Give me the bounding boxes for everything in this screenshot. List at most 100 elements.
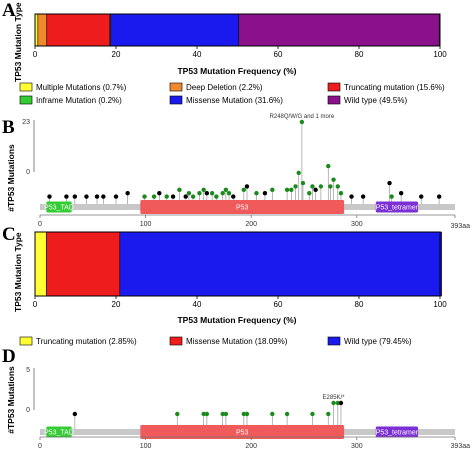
paneld-tick-label-0: 0 <box>38 443 42 450</box>
panel-b-length-label: 393aa <box>451 223 471 230</box>
panelc-tick-label-4: 80 <box>355 300 364 309</box>
panelb-point-26 <box>241 187 247 193</box>
panel-b-ymax-label: 23 <box>22 119 30 126</box>
panelb-point-24 <box>226 191 232 196</box>
panelb-domain-label-1: P53 <box>236 205 249 212</box>
panelb-point-28 <box>254 191 259 196</box>
panelb-point-8 <box>142 194 147 199</box>
panela-legend-label-0: Multiple Mutations (0.7%) <box>36 83 127 92</box>
panelc-tick-label-5: 100 <box>433 300 447 309</box>
panelc-legend-swatch-1 <box>169 336 183 346</box>
panelb-point-51 <box>419 194 424 199</box>
panel-a-bars <box>34 13 440 47</box>
panela-legend-label-4: Missense Mutation (31.6%) <box>186 96 283 105</box>
panelb-point-37 <box>307 191 312 196</box>
panel-b-protein-track: P53_TAD P53 P53_tetramer <box>40 200 455 214</box>
panelb-point-50 <box>398 191 404 196</box>
paneld-point-14 <box>338 400 344 406</box>
paneld-tick-label-3: 300 <box>351 443 363 450</box>
paneld-point-6 <box>241 411 247 417</box>
panel-c-bars <box>34 231 442 297</box>
panelb-point-19 <box>204 191 210 196</box>
paneld-point-2 <box>201 411 206 417</box>
panelb-point-42 <box>328 184 333 189</box>
panel-d-protein-track: P53_TAD P53 P53_tetramer <box>40 425 455 439</box>
panel-a-legend: Multiple Mutations (0.7%) Deep Deletion (… <box>19 82 445 105</box>
panela-legend-swatch-0 <box>19 82 33 92</box>
panelb-tick-label-0: 0 <box>38 221 42 228</box>
panel-a-stacked-bar: TP53 Mutation Type 0 20 40 60 80 100 TP53 Mut… <box>13 2 447 105</box>
panelb-tick-label-2: 200 <box>245 221 257 228</box>
panelb-point-52 <box>436 194 442 199</box>
panelc-tick-label-0: 0 <box>33 300 38 309</box>
panelb-point-20 <box>209 191 215 196</box>
panelb-point-29 <box>262 191 268 196</box>
paneld-point-5 <box>223 411 229 417</box>
panelc-tick-label-1: 20 <box>112 300 121 309</box>
panela-legend-label-5: Wild type (49.5%) <box>344 96 407 105</box>
panelb-point-45 <box>338 191 344 196</box>
panela-legend-swatch-4 <box>169 95 183 105</box>
panela-bar-segment-4 <box>110 13 240 47</box>
panelc-legend-label-0: Truncating mutation (2.85%) <box>36 337 137 346</box>
panelc-bar-segment-1 <box>46 231 121 297</box>
panelb-point-5 <box>101 194 106 199</box>
panelb-point-11 <box>164 194 169 199</box>
panel-c-ylabel: TP53 Mutation Type <box>13 232 23 312</box>
panelc-legend-label-2: Wild type (79.45%) <box>344 337 412 346</box>
panel-d-length-label: 393aa <box>451 443 471 450</box>
panela-legend-swatch-3 <box>19 95 33 105</box>
panelc-bar-segment-0 <box>34 231 47 297</box>
panelb-point-36 <box>300 180 306 186</box>
panel-c-x-axis: 0 20 40 60 80 100 <box>33 295 447 309</box>
panelb-point-40 <box>318 184 324 189</box>
panel-b-ylabel: #TP53 Mutations <box>6 144 16 212</box>
paneld-domain-0 <box>46 426 72 438</box>
panela-tick-label-0: 0 <box>33 50 38 59</box>
panelb-point-12 <box>170 194 176 199</box>
panelb-point-46 <box>349 194 354 199</box>
panelb-point-32 <box>289 187 294 193</box>
paneld-point-9 <box>284 411 290 417</box>
panelb-domain-2 <box>375 201 419 213</box>
panelb-point-13 <box>177 187 182 193</box>
panela-tick-label-1: 20 <box>112 50 121 59</box>
panel-letter-c: C <box>2 224 16 245</box>
panel-d-annotation: E285K/* <box>323 395 346 401</box>
panelb-point-39 <box>313 187 318 193</box>
paneld-domain-label-0: P53_TAD <box>44 430 74 437</box>
panel-d-lollipop: #TP53 Mutations 5 0 P53_TAD P53 P53_tetram… <box>6 366 470 450</box>
panelb-tick-label-1: 100 <box>140 221 152 228</box>
panelb-point-31 <box>284 187 290 193</box>
panelb-point-49 <box>389 194 394 199</box>
panelb-point-44 <box>335 184 340 189</box>
panela-tick-label-4: 80 <box>355 50 364 59</box>
panelb-point-33 <box>293 184 298 189</box>
panelc-tick-label-3: 60 <box>274 300 283 309</box>
panelb-point-23 <box>223 187 229 193</box>
panela-legend-swatch-5 <box>327 95 341 105</box>
panelb-point-17 <box>197 191 202 196</box>
panela-tick-label-3: 60 <box>274 50 283 59</box>
paneld-point-8 <box>270 411 275 417</box>
panel-letter-b: B <box>2 117 15 138</box>
panel-d-ylabel: #TP53 Mutations <box>6 366 16 434</box>
paneld-tick-label-2: 200 <box>245 443 257 450</box>
panelb-point-41 <box>326 163 331 169</box>
panelb-point-14 <box>183 194 188 199</box>
panela-legend-swatch-2 <box>327 82 341 92</box>
panelc-legend-swatch-0 <box>19 336 33 346</box>
panel-c-xlabel: TP53 Mutation Frequency (%) <box>177 315 296 325</box>
panela-legend-label-1: Deep Deletion (2.2%) <box>186 83 263 92</box>
panel-b-annotation: R248Q/W/G and 1 more <box>270 114 335 120</box>
panel-a-x-axis: 0 20 40 60 80 100 <box>33 45 447 59</box>
panela-tick-label-2: 40 <box>193 50 202 59</box>
panel-a-ylabel: TP53 Mutation Type <box>13 2 23 82</box>
paneld-point-12 <box>331 400 336 406</box>
panelb-tick-label-3: 300 <box>351 221 363 228</box>
panel-letter-d: D <box>2 346 16 367</box>
panelb-point-35 <box>299 119 305 125</box>
panelb-point-2 <box>72 194 78 199</box>
panelb-point-43 <box>331 177 336 182</box>
panelb-point-48 <box>387 180 392 186</box>
